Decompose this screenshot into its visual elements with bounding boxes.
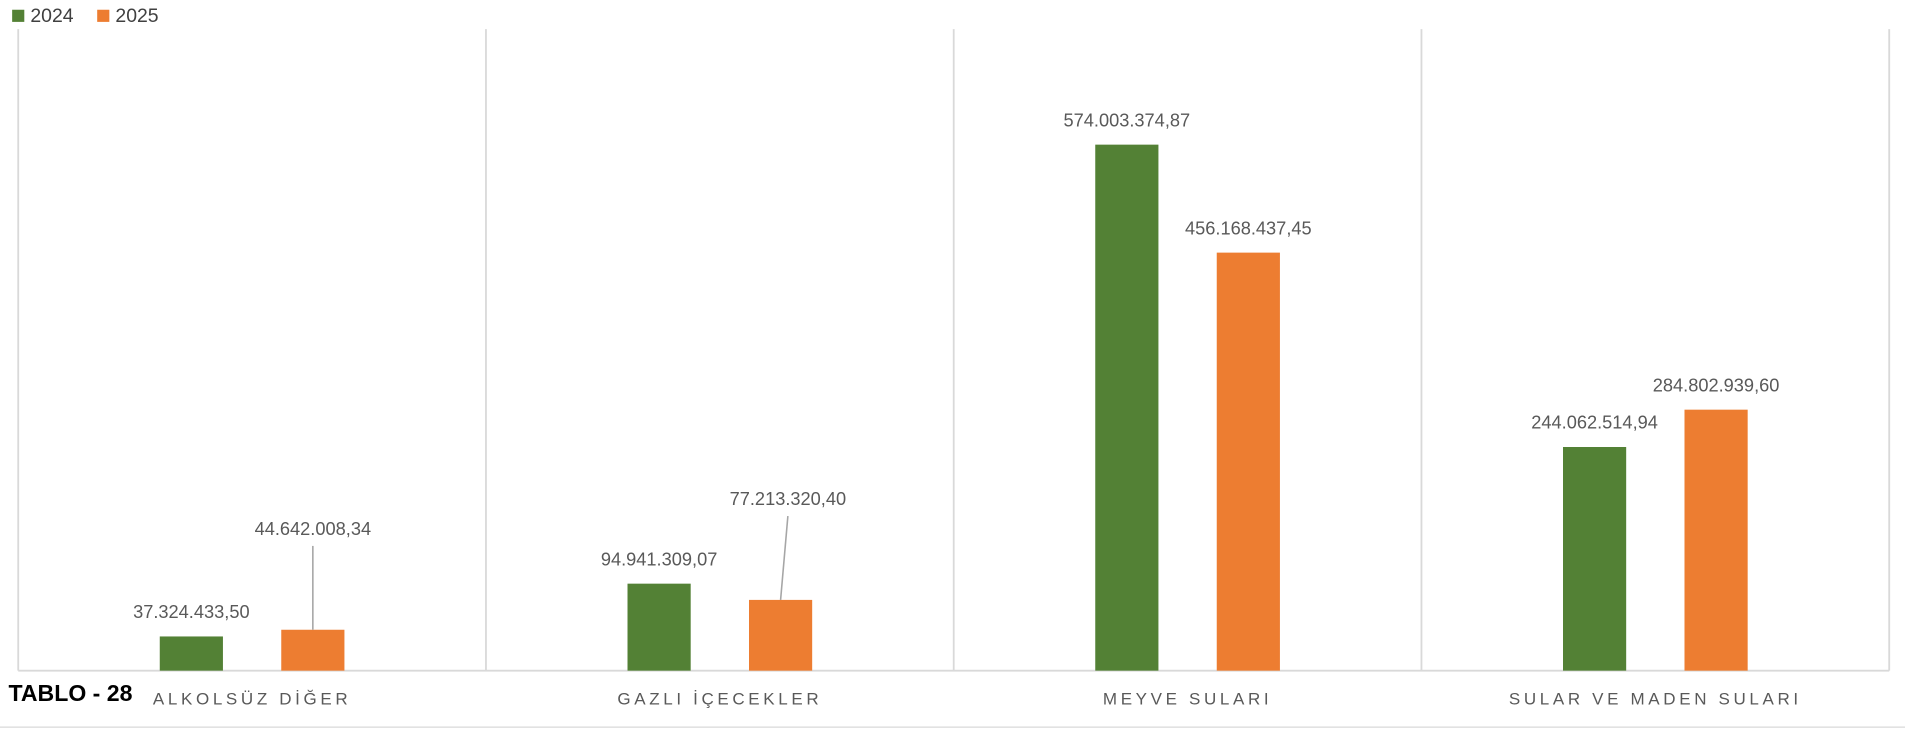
x-tick-label: MEYVE SULARI [1103,689,1272,708]
legend-label: 2025 [115,5,158,27]
bar [1095,144,1159,671]
data-label: 574.003.374,87 [1064,110,1191,130]
data-label: 94.941.309,07 [601,549,718,569]
bar [1562,447,1627,671]
x-tick-label: GAZLI İÇECEKLER [617,689,822,708]
legend-label: 2024 [30,5,73,27]
bar [159,636,223,671]
legend-swatch [97,9,110,22]
data-label: 456.168.437,45 [1185,218,1312,238]
leader-line [779,516,789,600]
bar [1684,409,1748,671]
table-label: TABLO - 28 [9,680,133,706]
data-label: 284.802.939,60 [1653,375,1780,395]
bar [281,629,345,671]
bar [627,583,691,671]
x-tick-label: ALKOLSÜZ DİĞER [153,689,351,708]
bar [1216,252,1280,671]
data-label: 77.213.320,40 [730,489,847,509]
x-tick-label: SULAR VE MADEN SULARI [1509,689,1802,708]
bar [749,599,813,671]
data-label: 244.062.514,94 [1531,413,1658,433]
data-label: 44.642.008,34 [255,519,372,539]
data-label: 37.324.433,50 [133,602,250,622]
legend-swatch [12,9,25,22]
